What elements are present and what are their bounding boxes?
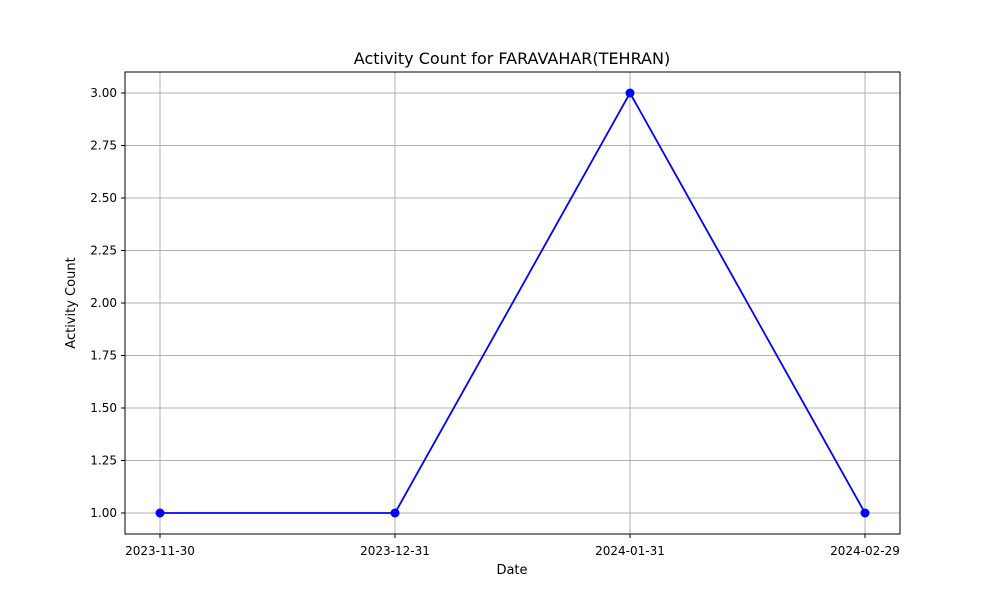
- y-tick-label: 2.00: [90, 296, 117, 310]
- series-layer: [155, 88, 870, 518]
- chart-title: Activity Count for FARAVAHAR(TEHRAN): [354, 49, 670, 68]
- y-tick-label: 2.50: [90, 191, 117, 205]
- x-tick-label: 2023-11-30: [125, 544, 195, 558]
- y-tick-label: 1.00: [90, 506, 117, 520]
- x-axis-label: Date: [496, 563, 527, 578]
- axis-ticks: 2023-11-30 2023-12-31 2024-01-31 2024-02-29…: [90, 86, 900, 558]
- y-axis-label: Activity Count: [64, 257, 79, 348]
- data-point: [390, 508, 400, 518]
- y-tick-label: 1.25: [90, 454, 117, 468]
- x-tick-label: 2024-02-29: [830, 544, 900, 558]
- y-tick-label: 2.25: [90, 244, 117, 258]
- y-tick-label: 1.50: [90, 401, 117, 415]
- data-point: [155, 508, 165, 518]
- data-point: [625, 88, 635, 98]
- y-tick-label: 1.75: [90, 349, 117, 363]
- x-tick-label: 2023-12-31: [360, 544, 430, 558]
- series-line: [160, 91, 866, 514]
- x-tick-label: 2024-01-31: [595, 544, 665, 558]
- y-tick-label: 2.75: [90, 139, 117, 153]
- data-point: [860, 508, 870, 518]
- y-tick-label: 3.00: [90, 86, 117, 100]
